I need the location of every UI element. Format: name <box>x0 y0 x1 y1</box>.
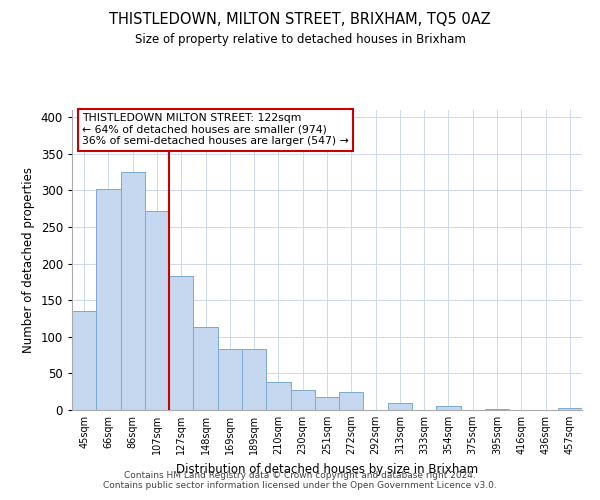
Bar <box>266 382 290 410</box>
Text: Size of property relative to detached houses in Brixham: Size of property relative to detached ho… <box>134 32 466 46</box>
X-axis label: Distribution of detached houses by size in Brixham: Distribution of detached houses by size … <box>176 462 478 475</box>
Bar <box>558 408 582 410</box>
Bar <box>339 392 364 410</box>
Bar <box>72 311 96 410</box>
Bar <box>315 397 339 410</box>
Bar <box>290 390 315 410</box>
Text: Contains HM Land Registry data © Crown copyright and database right 2024.
Contai: Contains HM Land Registry data © Crown c… <box>103 470 497 490</box>
Bar <box>218 348 242 410</box>
Bar <box>169 276 193 410</box>
Bar <box>193 328 218 410</box>
Bar <box>121 172 145 410</box>
Bar <box>242 348 266 410</box>
Text: THISTLEDOWN, MILTON STREET, BRIXHAM, TQ5 0AZ: THISTLEDOWN, MILTON STREET, BRIXHAM, TQ5… <box>109 12 491 28</box>
Text: THISTLEDOWN MILTON STREET: 122sqm
← 64% of detached houses are smaller (974)
36%: THISTLEDOWN MILTON STREET: 122sqm ← 64% … <box>82 113 349 146</box>
Bar <box>145 211 169 410</box>
Bar <box>388 402 412 410</box>
Bar <box>96 189 121 410</box>
Bar <box>436 406 461 410</box>
Y-axis label: Number of detached properties: Number of detached properties <box>22 167 35 353</box>
